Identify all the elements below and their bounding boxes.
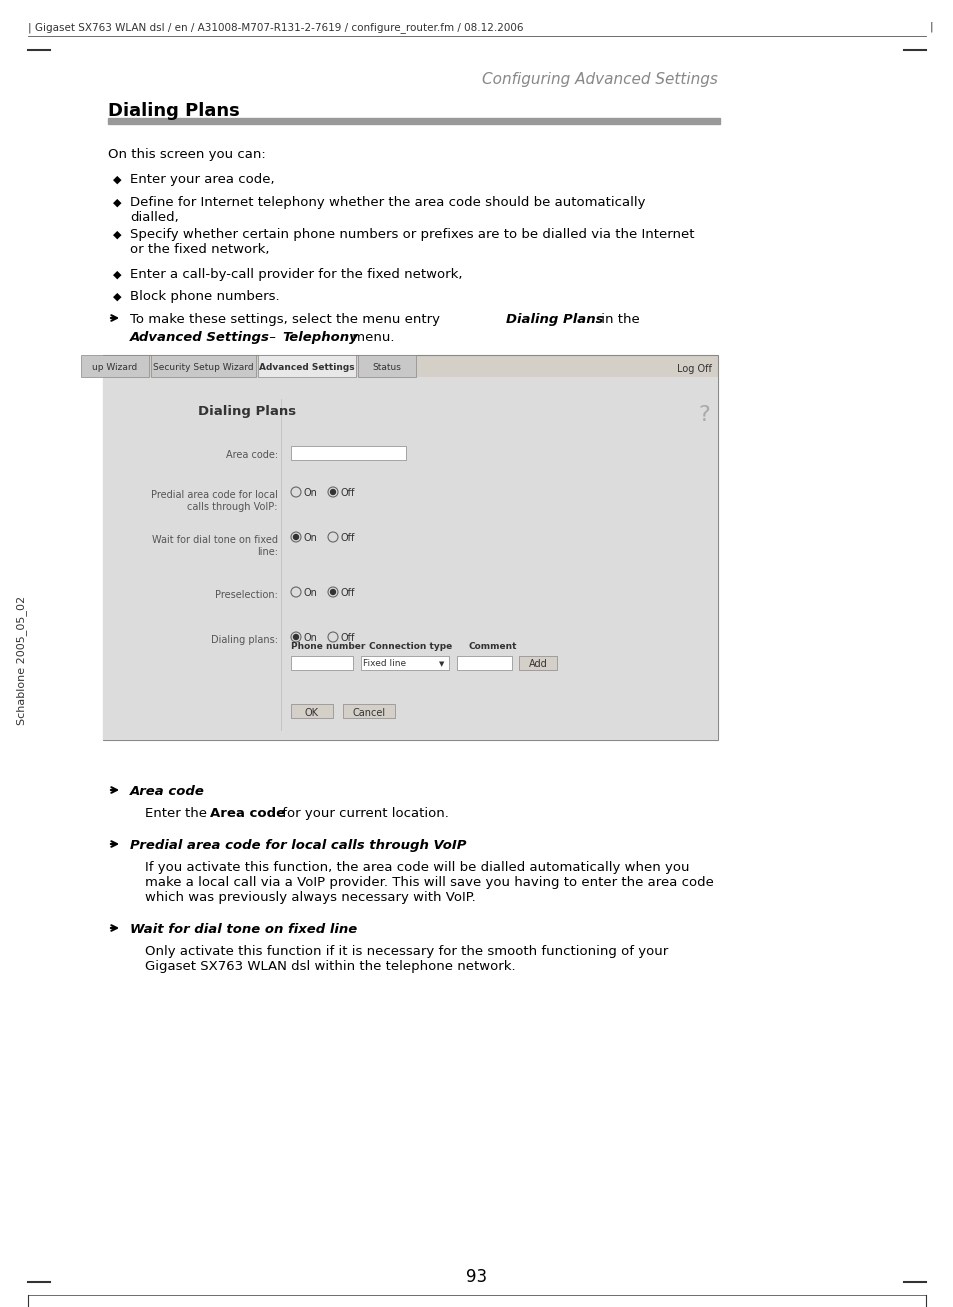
Text: Area code:: Area code: [226,450,277,460]
Text: Only activate this function if it is necessary for the smooth functioning of you: Only activate this function if it is nec… [145,945,667,972]
Text: Advanced Settings: Advanced Settings [130,331,270,344]
Text: Predial area code for local
calls through VoIP:: Predial area code for local calls throug… [151,490,277,511]
Text: –: – [265,331,280,344]
Bar [518,656,557,670]
Text: Enter the: Enter the [145,806,211,819]
Text: Status: Status [373,363,401,372]
Bar [343,704,395,718]
Text: Area code: Area code [210,806,285,819]
Text: menu.: menu. [348,331,395,344]
Bar [456,656,512,670]
Text: Comment: Comment [469,642,517,651]
Text: Off: Off [340,488,355,498]
Text: up Wizard: up Wizard [92,363,137,372]
Text: Schablone 2005_05_02: Schablone 2005_05_02 [16,596,28,724]
Text: Enter a call-by-call provider for the fixed network,: Enter a call-by-call provider for the fi… [130,268,462,281]
Text: Wait for dial tone on fixed line: Wait for dial tone on fixed line [130,923,356,936]
Text: Add: Add [528,659,547,669]
Text: Off: Off [340,533,355,542]
Text: Off: Off [340,633,355,643]
Text: On: On [304,633,317,643]
Circle shape [294,634,298,639]
Bar [357,356,416,376]
Text: Configuring Advanced Settings: Configuring Advanced Settings [481,72,718,88]
Text: Fixed line: Fixed line [363,659,406,668]
Text: Specify whether certain phone numbers or prefixes are to be dialled via the Inte: Specify whether certain phone numbers or… [130,227,694,256]
Text: Dialing plans:: Dialing plans: [211,635,277,644]
Text: for your current location.: for your current location. [277,806,449,819]
Text: ▼: ▼ [438,661,444,667]
Text: in the: in the [597,312,639,325]
Text: Security Setup Wizard: Security Setup Wizard [153,363,253,372]
Bar [103,356,718,740]
Bar [360,656,449,670]
Text: OK: OK [305,708,318,718]
Text: Off: Off [340,588,355,599]
Text: To make these settings, select the menu entry: To make these settings, select the menu … [130,312,444,325]
Text: ◆: ◆ [112,230,121,240]
Text: |: | [929,22,933,33]
Text: | Gigaset SX763 WLAN dsl / en / A31008-M707-R131-2-7619 / configure_router.fm / : | Gigaset SX763 WLAN dsl / en / A31008-M… [28,22,523,33]
Bar [108,118,720,124]
Text: Wait for dial tone on fixed
line:: Wait for dial tone on fixed line: [152,535,277,557]
Bar [103,376,718,740]
Bar [291,446,406,460]
Circle shape [294,535,298,540]
Text: On: On [304,588,317,599]
Text: On: On [304,533,317,542]
Text: Dialing Plans: Dialing Plans [505,312,603,325]
Bar [291,704,333,718]
Bar [151,356,255,376]
Bar [81,356,149,376]
Text: Cancel: Cancel [352,708,385,718]
Text: Area code: Area code [130,786,205,799]
Bar [257,356,355,376]
Text: ◆: ◆ [112,291,121,302]
Text: ◆: ◆ [112,175,121,186]
Text: Block phone numbers.: Block phone numbers. [130,290,279,303]
Bar [291,656,353,670]
Text: Predial area code for local calls through VoIP: Predial area code for local calls throug… [130,839,466,852]
Text: Dialing Plans: Dialing Plans [198,405,295,418]
Text: Connection type: Connection type [369,642,452,651]
Text: On this screen you can:: On this screen you can: [108,148,266,161]
Circle shape [330,589,335,595]
Circle shape [330,490,335,494]
Text: On: On [304,488,317,498]
Text: Preselection:: Preselection: [214,589,277,600]
Text: Log Off: Log Off [677,365,711,374]
Text: Telephony: Telephony [282,331,357,344]
Text: ◆: ◆ [112,271,121,280]
Text: Advanced Settings: Advanced Settings [259,363,355,372]
Text: ?: ? [698,405,709,425]
Text: Define for Internet telephony whether the area code should be automatically
dial: Define for Internet telephony whether th… [130,196,645,223]
Text: If you activate this function, the area code will be dialled automatically when : If you activate this function, the area … [145,861,713,904]
Text: Phone number: Phone number [291,642,365,651]
Text: Enter your area code,: Enter your area code, [130,173,274,186]
Text: 93: 93 [466,1268,487,1286]
Text: Dialing Plans: Dialing Plans [108,102,239,120]
Text: ◆: ◆ [112,197,121,208]
